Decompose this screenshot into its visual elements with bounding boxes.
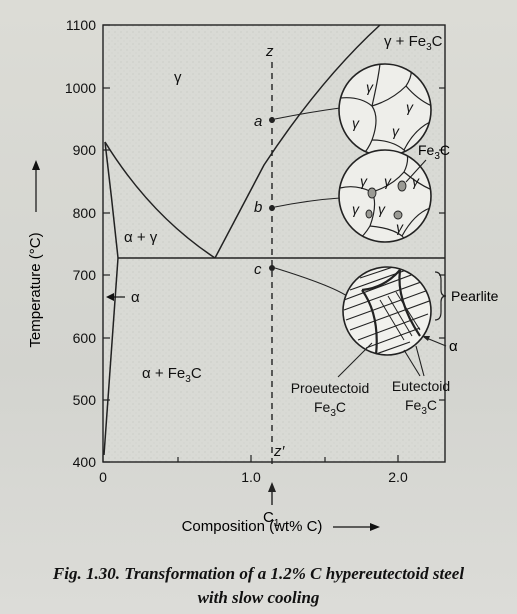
micro-phase-pointers xyxy=(337,342,425,378)
alpha-pointer-arrow xyxy=(106,293,125,301)
microstructure-pearlite xyxy=(342,266,432,356)
point-b xyxy=(269,205,275,211)
x-axis-arrow xyxy=(333,523,380,531)
alpha-micro-arrowhead xyxy=(422,336,430,341)
x-axis-ticks xyxy=(102,455,399,462)
fe3c-label: Fe3C xyxy=(418,142,450,162)
alpha-micro-label: α xyxy=(449,338,458,355)
alloy-marker-label: C1 xyxy=(263,509,280,529)
x-tick-0: 0 xyxy=(99,469,107,485)
gamma-grain-b2: γ xyxy=(384,173,392,189)
y-axis-ticks xyxy=(103,24,445,463)
label-alpha-fe3c: α + Fe3C xyxy=(142,365,202,385)
gamma-grain-b1: γ xyxy=(360,173,368,189)
gamma-grain-1: γ xyxy=(366,79,374,95)
acm-line xyxy=(214,24,381,259)
point-a-label: a xyxy=(254,113,262,130)
y-tick-400: 400 xyxy=(73,454,97,470)
point-c-label: c xyxy=(254,261,262,278)
y-tick-800: 800 xyxy=(73,205,97,221)
y-tick-1100: 1100 xyxy=(66,17,96,33)
y-tick-1000: 1000 xyxy=(65,80,96,96)
point-z-label: z xyxy=(265,43,274,60)
label-gamma-fe3c: γ + Fe3C xyxy=(384,33,443,53)
alpha-solvus-upper xyxy=(104,141,119,259)
figure-caption-line1: Fig. 1.30. Transformation of a 1.2% C hy… xyxy=(52,564,465,583)
pearlite-brace xyxy=(434,271,447,321)
gamma-grain-b5: γ xyxy=(378,201,386,217)
point-a xyxy=(269,117,275,123)
phase-boundaries xyxy=(103,24,445,456)
label-gamma: γ xyxy=(174,69,182,86)
gamma-grain-b3: γ xyxy=(412,173,420,189)
microstructure-gamma: γ γ γ γ xyxy=(338,63,432,157)
x-axis-label: Composition (wt% C) xyxy=(182,518,323,535)
eutectoid-fe3c: Fe3C xyxy=(405,397,437,417)
y-tick-labels: 1100 1000 900 800 700 600 500 400 xyxy=(65,17,96,470)
gamma-grain-b6: γ xyxy=(396,219,404,235)
gamma-grain-b4: γ xyxy=(352,201,360,217)
point-labels: z a b c z′ xyxy=(254,43,286,460)
fe3c-pointer xyxy=(405,159,427,183)
point-b-label: b xyxy=(254,199,262,216)
pearlite-label: Pearlite xyxy=(451,288,499,304)
figure-caption-line2: with slow cooling xyxy=(197,588,320,607)
y-tick-700: 700 xyxy=(73,267,97,283)
point-c xyxy=(269,265,275,271)
y-axis-arrow xyxy=(32,160,40,212)
y-axis-label: Temperature (°C) xyxy=(27,232,44,347)
eutectoid-label: Eutectoid xyxy=(392,378,450,394)
x-tick-2: 2.0 xyxy=(388,469,408,485)
point-z-prime-label: z′ xyxy=(273,443,286,460)
a3-line xyxy=(104,141,216,259)
proeutectoid-fe3c: Fe3C xyxy=(314,399,346,419)
x-tick-labels: 0 1.0 2.0 xyxy=(99,469,408,485)
y-tick-500: 500 xyxy=(73,392,97,408)
leader-lines xyxy=(274,107,348,297)
micro-phase-labels: Proeutectoid Fe3C Eutectoid Fe3C xyxy=(291,378,450,419)
alpha-solvus-lower xyxy=(103,257,119,456)
label-alpha: α xyxy=(131,289,140,306)
phase-labels: γ γ + Fe3C α + γ α + Fe3C α xyxy=(124,33,443,385)
gamma-grain-3: γ xyxy=(352,115,360,131)
gamma-grain-4: γ xyxy=(392,123,400,139)
microstructure-gamma-fe3c: γ γ γ γ γ γ xyxy=(338,149,432,243)
proeutectoid-label: Proeutectoid xyxy=(291,380,370,396)
x-tick-1: 1.0 xyxy=(241,469,261,485)
y-tick-600: 600 xyxy=(73,330,97,346)
gamma-grain-2: γ xyxy=(406,99,414,115)
y-tick-900: 900 xyxy=(73,142,97,158)
label-alpha-gamma: α + γ xyxy=(124,229,158,246)
